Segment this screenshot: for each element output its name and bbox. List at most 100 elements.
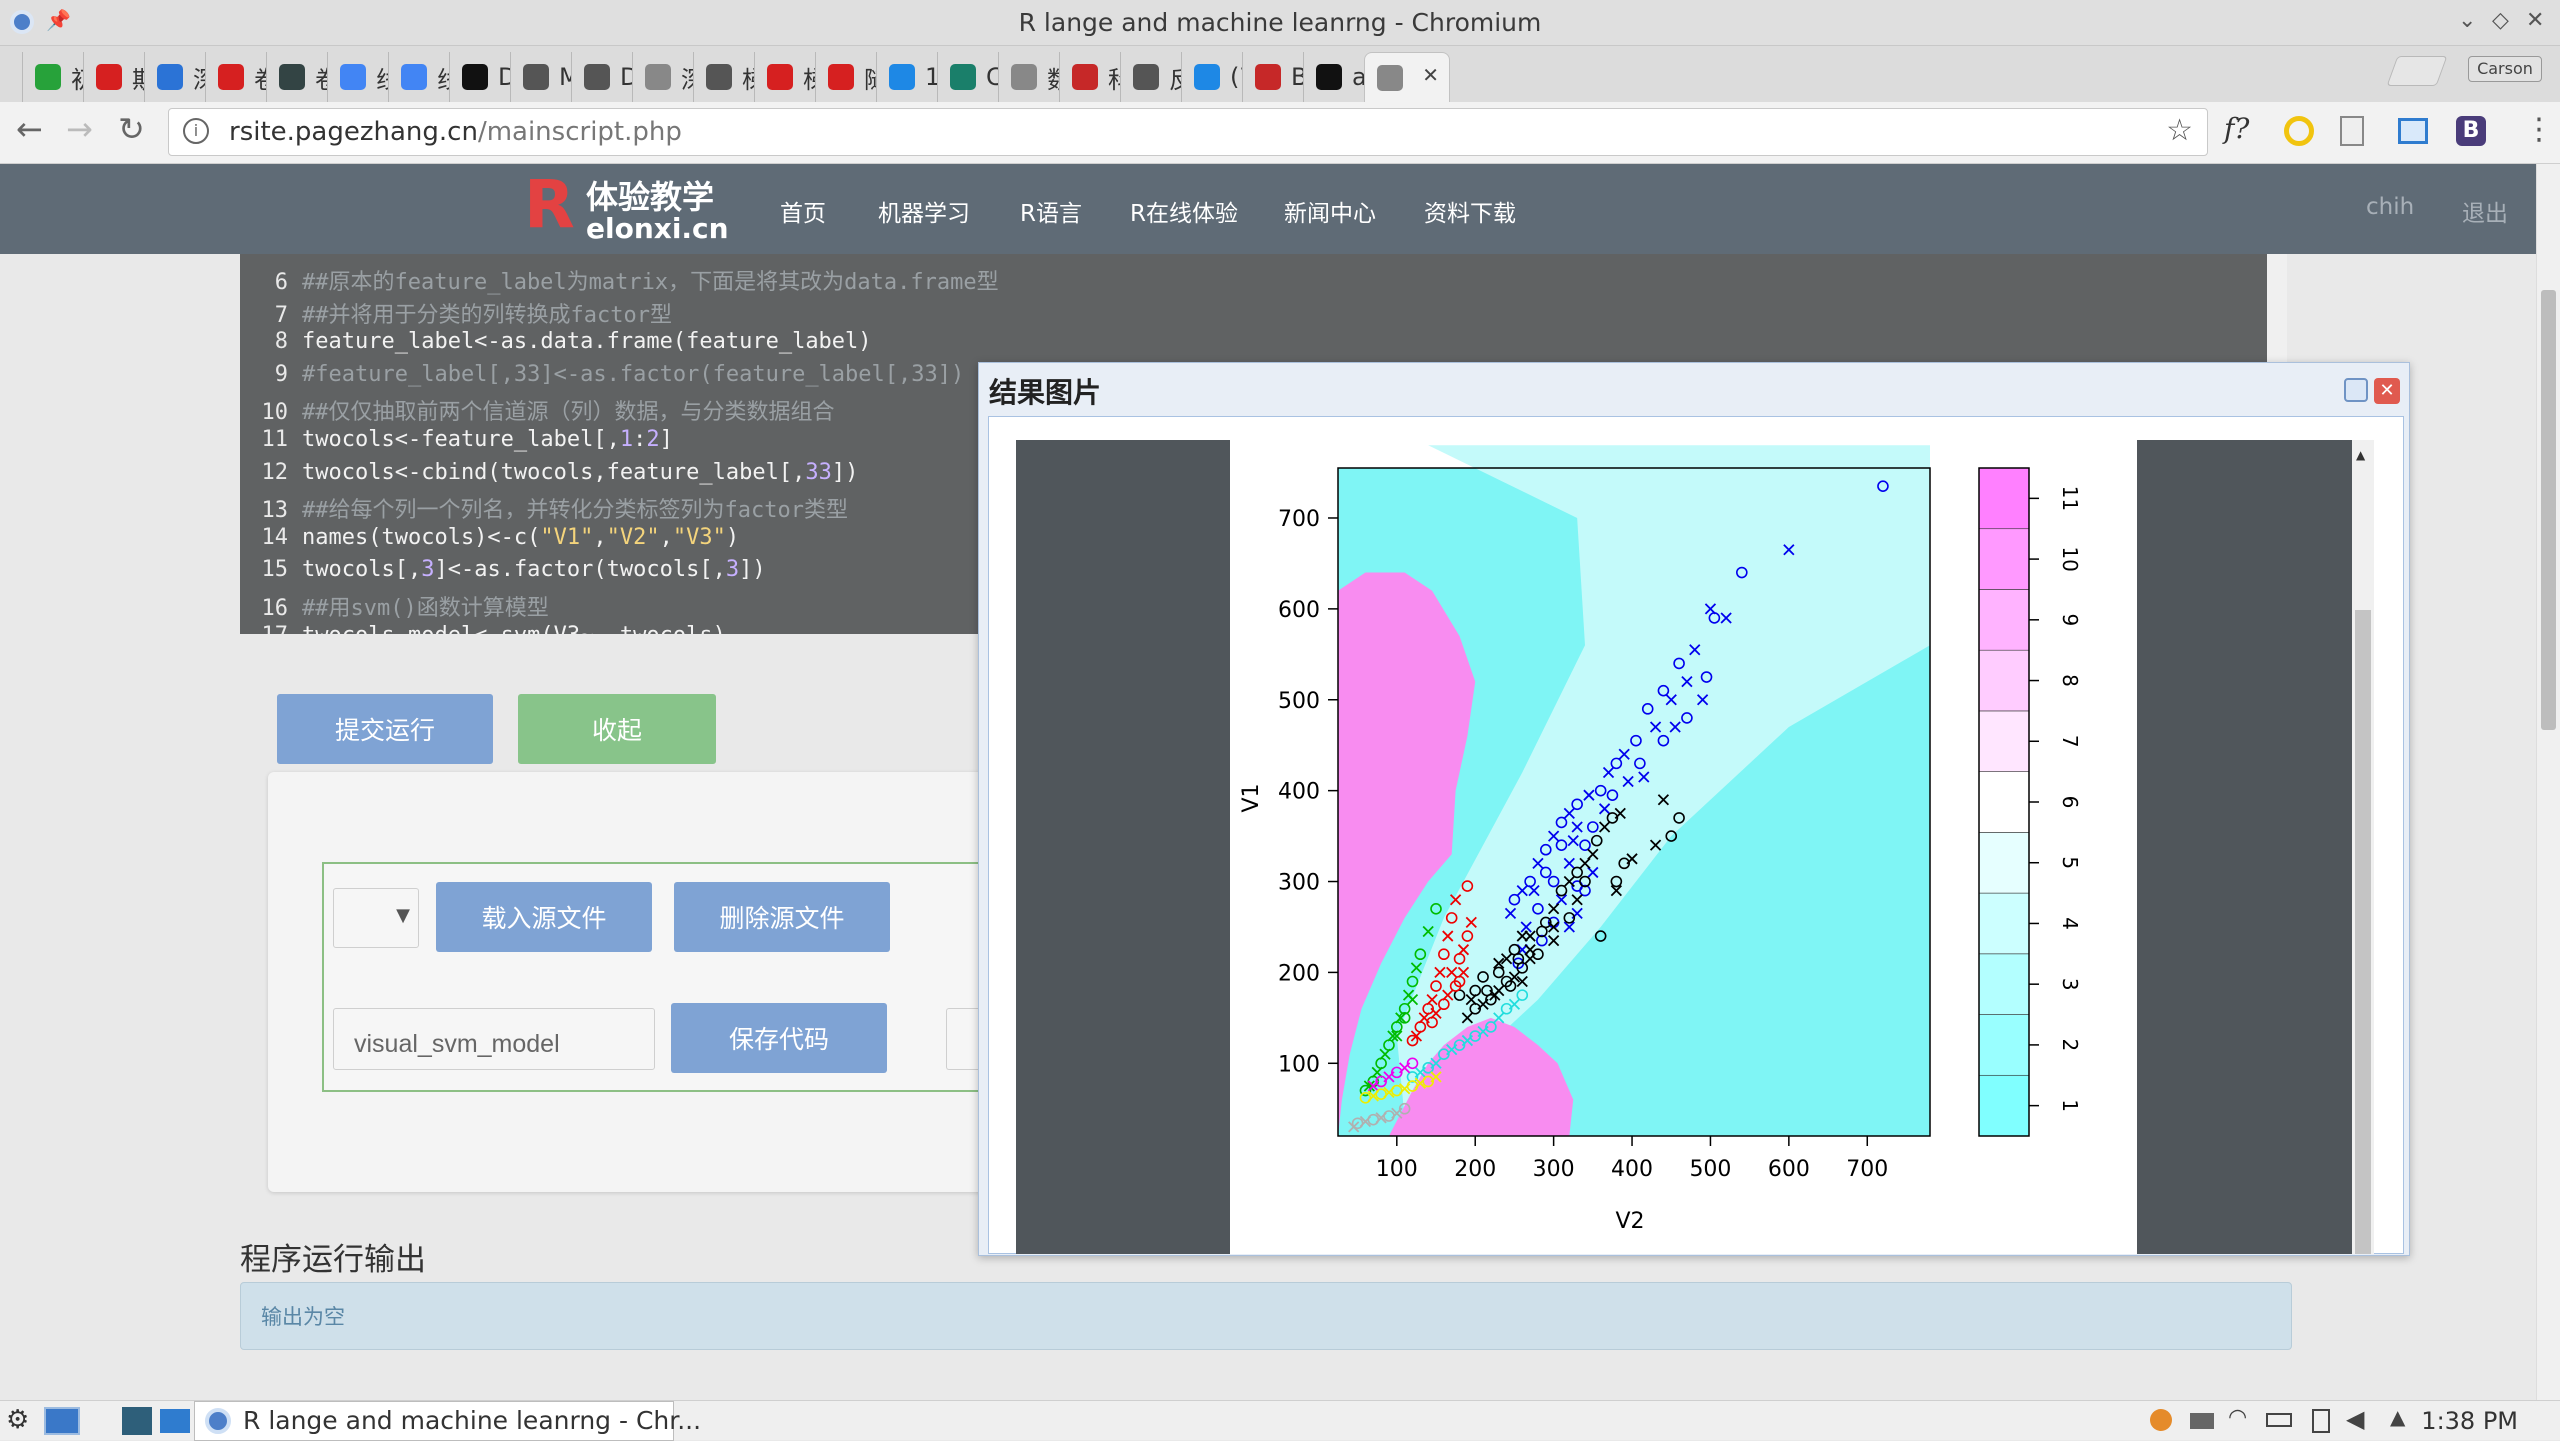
tab-5[interactable]: 线性 (327, 52, 388, 102)
point-blue (1634, 757, 1646, 770)
tab-20[interactable]: Ba (1242, 52, 1303, 102)
minimize-icon[interactable]: ⌄ (2458, 8, 2477, 33)
load-file-button[interactable]: 载入源文件 (436, 882, 652, 952)
tray-keyboard-icon[interactable] (2190, 1413, 2214, 1429)
point-blue (1669, 721, 1681, 733)
shield-icon (279, 64, 305, 90)
tab-2[interactable]: 深l (144, 52, 205, 102)
site-logo-mark[interactable]: R (524, 166, 575, 243)
menu-icon[interactable]: ⋮ (2524, 112, 2554, 147)
taskbar-window-chromium[interactable]: R lange and machine leanrng - Chr... (194, 1401, 701, 1441)
ext-coin-icon[interactable] (2284, 116, 2314, 146)
site-logo-cn[interactable]: 体验教学 (586, 178, 715, 216)
nav-user[interactable]: chih (2366, 194, 2415, 220)
tab-14[interactable]: 1.5 (876, 52, 937, 102)
nav-item-4[interactable]: 新闻中心 (1284, 201, 1376, 227)
tab-19[interactable]: (7 (1181, 52, 1242, 102)
tab-18[interactable]: 反l (1120, 52, 1181, 102)
ext-bootstrap-icon[interactable]: B (2456, 116, 2486, 146)
tab-9[interactable]: De (571, 52, 632, 102)
file-manager-icon[interactable] (160, 1409, 190, 1433)
ext-page-icon[interactable] (2340, 116, 2364, 146)
nav-item-1[interactable]: 机器学习 (878, 201, 970, 227)
tab-16[interactable]: 数t (998, 52, 1059, 102)
tab-8[interactable]: Ma (510, 52, 571, 102)
nav-item-0[interactable]: 首页 (780, 201, 826, 227)
bookmark-star-icon[interactable]: ☆ (2166, 113, 2193, 148)
csdn-icon (218, 64, 244, 90)
run-button[interactable]: 提交运行 (277, 694, 493, 764)
forward-icon[interactable]: → (66, 110, 93, 148)
github-icon (1316, 64, 1342, 90)
dialog-close-icon[interactable]: ✕ (2374, 378, 2400, 404)
nav-item-5[interactable]: 资料下载 (1424, 201, 1516, 227)
dialog-scrollbar-thumb[interactable] (2355, 610, 2371, 1254)
point-blue (1532, 902, 1544, 915)
line-number: 13 (261, 498, 289, 524)
dialog-maximize-icon[interactable] (2344, 378, 2368, 402)
tray-apple-icon[interactable] (2150, 1409, 2172, 1431)
tab-0[interactable]: 初生 (22, 52, 83, 102)
page-scrollbar-thumb[interactable] (2541, 290, 2556, 730)
tab-13[interactable]: 随t (815, 52, 876, 102)
pin-icon[interactable]: 📌 (46, 8, 71, 32)
tab-10[interactable]: 深l (632, 52, 693, 102)
save-code-button[interactable]: 保存代码 (671, 1003, 887, 1073)
tab-3[interactable]: 卷利 (205, 52, 266, 102)
tray-expand-icon[interactable]: ▲ (2390, 1405, 2406, 1429)
tab-15[interactable]: CS (937, 52, 998, 102)
tab-6[interactable]: 线性 (388, 52, 449, 102)
back-icon[interactable]: ← (16, 110, 43, 148)
tab-label: 卷利 (315, 60, 327, 95)
nav-item-2[interactable]: R语言 (1020, 201, 1082, 227)
info-icon[interactable]: i (183, 118, 209, 144)
tab-21[interactable]: arr (1303, 52, 1364, 102)
reload-icon[interactable]: ↻ (118, 110, 145, 148)
point-blue (1516, 884, 1528, 897)
address-bar[interactable]: i rsite.pagezhang.cn/mainscript.php ☆ (168, 108, 2208, 156)
point-blue (1532, 857, 1544, 869)
tab-4[interactable]: 卷利 (266, 52, 327, 102)
point-black (1492, 966, 1505, 979)
code-line: 16 ##用svm()函数计算模型 (240, 590, 549, 622)
tab-label: 科t (1108, 60, 1120, 95)
collapse-button[interactable]: 收起 (518, 694, 716, 764)
close-tab-icon[interactable]: ✕ (1422, 63, 1439, 87)
ext-window-icon[interactable] (2398, 118, 2428, 144)
tab-7[interactable]: De (449, 52, 510, 102)
tray-battery-icon[interactable] (2266, 1413, 2292, 1427)
tab-11[interactable]: 梯l (693, 52, 754, 102)
site-logo-en[interactable]: elonxi.cn (586, 212, 729, 245)
tab-22[interactable]: ✕ (1364, 52, 1450, 102)
ext-fx-icon[interactable]: f? (2224, 112, 2250, 145)
nav-item-3[interactable]: R在线体验 (1130, 201, 1238, 227)
point-black (1571, 894, 1583, 906)
nav-logout[interactable]: 退出 (2462, 201, 2508, 227)
point-blue (1638, 771, 1650, 783)
point-gray (1348, 1121, 1360, 1133)
tray-volume-icon[interactable]: ◀ (2346, 1405, 2365, 1433)
tab-17[interactable]: 科t (1059, 52, 1120, 102)
tray-wifi-icon[interactable]: ◠ (2228, 1405, 2248, 1430)
page-icon (645, 64, 671, 90)
y-axis-label: V1 (1239, 783, 1264, 812)
url-path: /mainscript.php (477, 117, 682, 147)
profile-badge[interactable]: Carson (2468, 56, 2542, 82)
tab-12[interactable]: 梯l (754, 52, 815, 102)
tab-1[interactable]: 斯k (83, 52, 144, 102)
legend-swatch (1978, 832, 2030, 894)
line-number: 6 (274, 270, 288, 295)
tray-clipboard-icon[interactable] (2312, 1409, 2330, 1433)
start-menu-icon[interactable]: ⚙ (6, 1405, 30, 1435)
scroll-up-icon[interactable]: ▲ (2356, 448, 2366, 462)
maximize-icon[interactable]: ◇ (2492, 8, 2509, 33)
point-black (1673, 812, 1685, 824)
code-line: 17 twocols_model<-svm(V3~.,twocols) (240, 623, 726, 634)
close-window-icon[interactable]: ✕ (2526, 8, 2545, 33)
file-select[interactable]: ▼ (333, 888, 419, 948)
filename-input[interactable] (333, 1008, 655, 1070)
line-number: 9 (274, 361, 288, 387)
image-viewer-icon[interactable] (122, 1407, 152, 1435)
delete-file-button[interactable]: 删除源文件 (674, 882, 890, 952)
desktop-icon[interactable] (44, 1407, 80, 1435)
